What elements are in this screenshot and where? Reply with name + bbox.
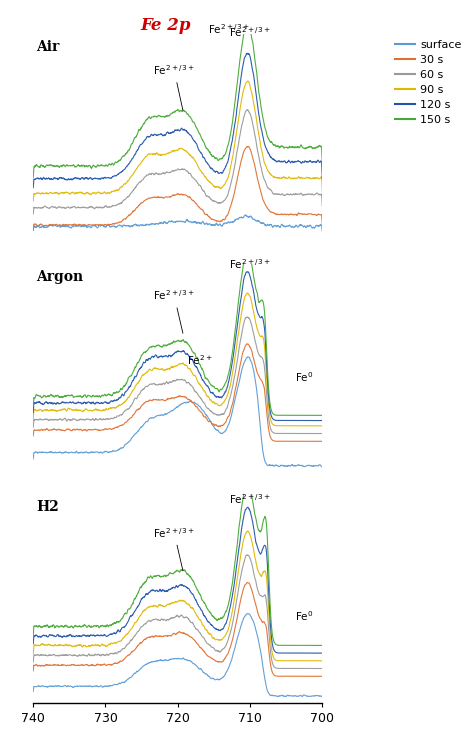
Text: Fe$^{2+/3+}$: Fe$^{2+/3+}$ [229, 493, 271, 506]
Text: Fe$^{2+/3+}$: Fe$^{2+/3+}$ [153, 289, 195, 333]
Legend: surface, 30 s, 60 s, 90 s, 120 s, 150 s: surface, 30 s, 60 s, 90 s, 120 s, 150 s [390, 35, 466, 129]
Text: Fe$^{2+}$: Fe$^{2+}$ [186, 353, 212, 367]
Text: Argon: Argon [36, 270, 83, 284]
Text: Fe$^{2+/3+}$: Fe$^{2+/3+}$ [208, 23, 250, 36]
Text: Fe$^{2+/3+}$: Fe$^{2+/3+}$ [229, 257, 271, 271]
Text: Fe 2p: Fe 2p [141, 17, 191, 34]
Text: Fe$^{2+/3+}$: Fe$^{2+/3+}$ [153, 63, 195, 111]
Text: H2: H2 [36, 500, 59, 514]
Text: Fe$^{0}$: Fe$^{0}$ [295, 610, 313, 623]
Text: Fe$^{0}$: Fe$^{0}$ [295, 370, 313, 384]
Text: Fe$^{2+/3+}$: Fe$^{2+/3+}$ [229, 25, 271, 38]
Text: Fe$^{2+/3+}$: Fe$^{2+/3+}$ [153, 526, 195, 571]
Text: Air: Air [36, 40, 59, 54]
